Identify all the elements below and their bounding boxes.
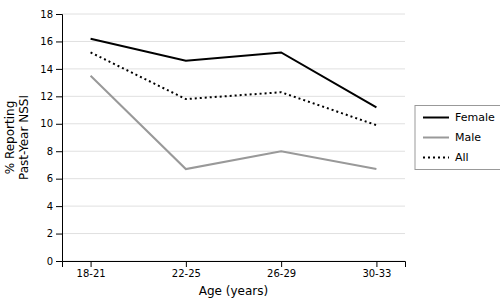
legend-swatch [423,117,449,119]
grid-line [62,68,405,69]
y-tick: 14 [40,64,62,75]
y-tick-mark [56,41,62,42]
x-tick-label: 22-25 [172,268,201,279]
x-tick-mark [91,261,92,267]
y-tick: 6 [47,173,62,184]
grid-line [62,151,405,152]
y-tick-label: 8 [47,146,53,157]
y-tick-mark [56,206,62,207]
series-line [91,39,377,108]
y-tick: 16 [40,36,62,47]
legend-label: Female [455,111,495,124]
y-tick-mark [56,234,62,235]
grid-line [62,233,405,234]
x-axis-line [63,262,406,268]
legend-label: All [455,151,469,164]
y-tick: 4 [47,201,62,212]
y-tick: 18 [40,9,62,20]
series-line [91,76,377,169]
plot-area: 0 2 4 6 8 10 12 14 16 18 18-21 22-25 26-29 30-33 [40,9,405,279]
y-tick-label: 12 [40,91,53,102]
y-tick-mark [56,96,62,97]
grid-line [62,96,405,97]
x-tick-label: 18-21 [77,268,106,279]
y-tick-label: 10 [40,118,53,129]
grid-line [62,178,405,179]
x-tick-label: 26-29 [267,268,296,279]
y-tick-label: 0 [47,256,53,267]
y-tick-mark [56,14,62,15]
legend-item: Male [423,131,481,144]
grid-line [62,123,405,124]
y-tick: 2 [47,228,62,239]
y-tick-label: 4 [47,201,53,212]
grid-line [62,206,405,207]
y-tick-label: 6 [47,173,53,184]
legend-label: Male [455,131,481,144]
y-tick-mark [56,179,62,180]
legend-item: Female [423,111,495,124]
y-tick-label: 2 [47,228,53,239]
y-tick: 12 [40,91,62,102]
x-tick: 18-21 [77,261,106,279]
lines [91,39,377,169]
x-tick-label: 30-33 [362,268,391,279]
y-tick: 10 [40,118,62,129]
y-axis-title: % ReportingPast-Year NSSI [3,95,31,180]
x-axis: 18-21 22-25 26-29 30-33 [63,261,406,279]
x-tick: 30-33 [362,261,391,279]
x-axis-title: Age (years) [199,284,268,298]
grid-line [62,41,405,42]
x-tick: 22-25 [172,261,201,279]
series-line [91,52,377,125]
x-tick-mark [376,261,377,267]
y-tick-label: 14 [40,64,53,75]
legend-box [415,106,500,170]
legend-swatch [423,157,449,159]
y-tick-mark [56,69,62,70]
y-axis-line [56,15,63,262]
chart: 0 2 4 6 8 10 12 14 16 18 18-21 22-25 26-29 30-33 Age (… [0,0,500,303]
y-tick-label: 18 [40,9,53,20]
x-tick-mark [186,261,187,267]
grid [62,14,405,261]
grid-line [62,14,405,15]
y-tick-mark [56,124,62,125]
legend: Female Male All [415,106,500,170]
y-tick: 8 [47,146,62,157]
legend-item: All [423,151,469,164]
y-tick: 0 [47,256,62,267]
legend-swatch [423,137,449,139]
y-axis: 0 2 4 6 8 10 12 14 16 18 [40,9,62,267]
y-tick-label: 16 [40,36,53,47]
y-tick-mark [56,261,62,262]
x-tick: 26-29 [267,261,296,279]
y-tick-mark [56,151,62,152]
x-tick-mark [281,261,282,267]
